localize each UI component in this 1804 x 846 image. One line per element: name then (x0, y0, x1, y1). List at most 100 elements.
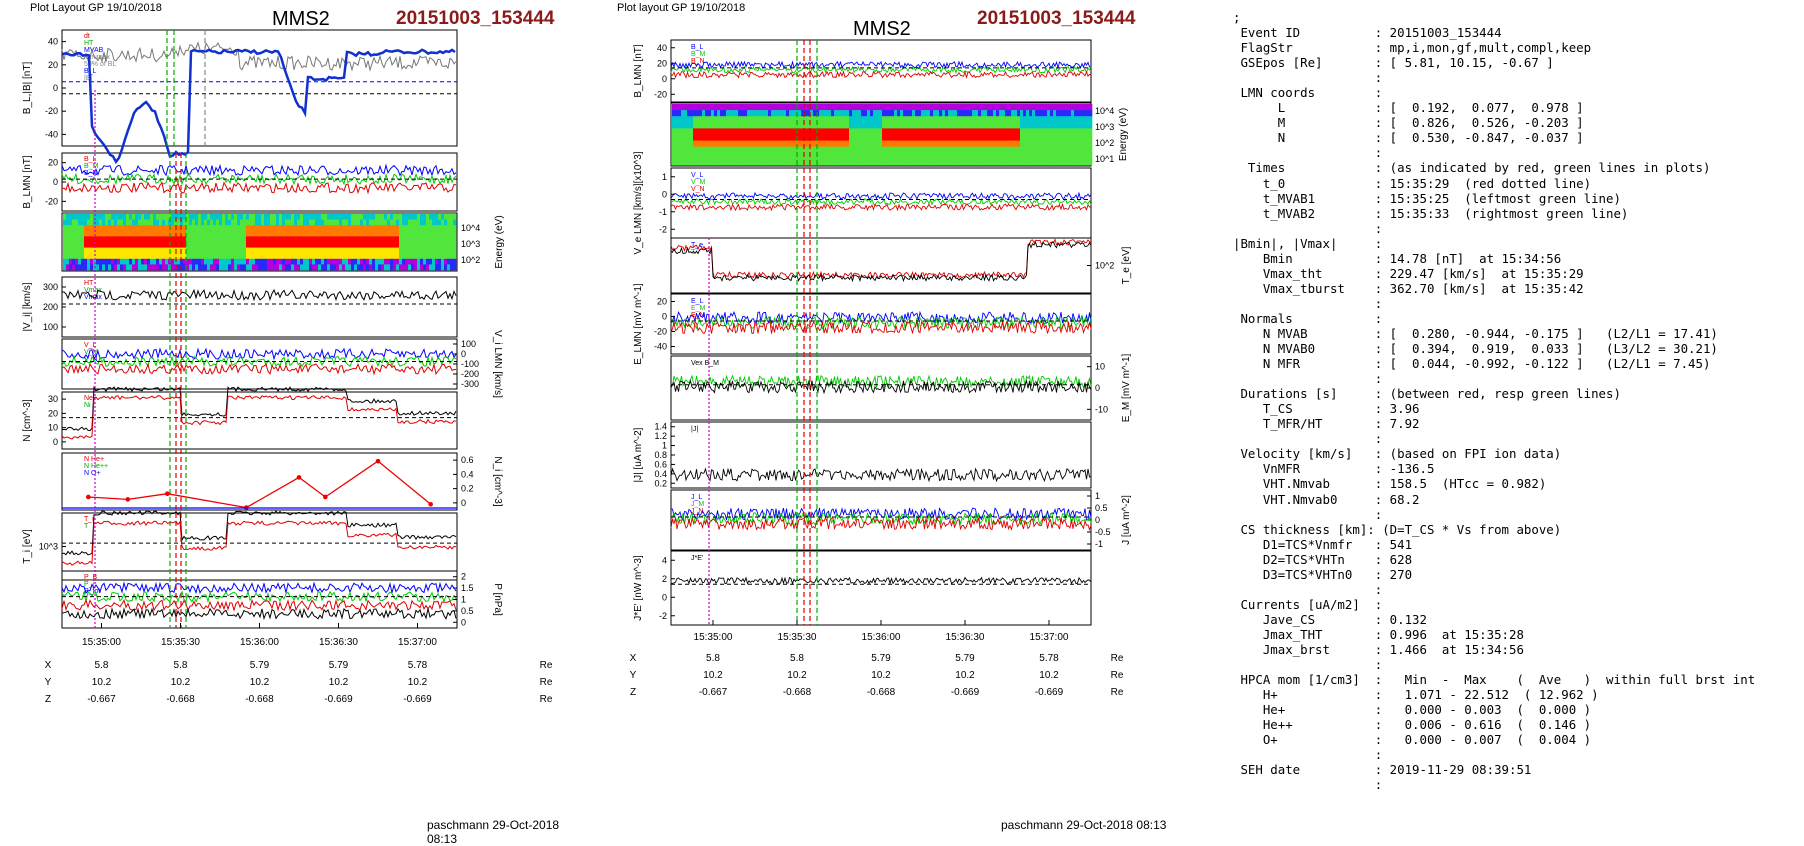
spectrogram-cell (843, 104, 847, 111)
tick-label: 10^1 (1095, 154, 1114, 164)
spectrogram-cell (1059, 140, 1063, 147)
spectrogram-cell (153, 242, 157, 248)
legend-entry: V_N (691, 186, 705, 193)
spectrogram-cell (75, 242, 79, 248)
spectrogram-cell (735, 104, 739, 111)
spectrogram-cell (408, 214, 412, 220)
spectrogram-cell (135, 247, 139, 254)
spectrogram-cell (696, 116, 700, 123)
spectrogram-cell (954, 146, 958, 154)
spectrogram-cell (444, 230, 448, 237)
tick-label: 2 (461, 572, 466, 582)
spectrogram-cell (810, 110, 814, 117)
spectrogram-cell (345, 253, 349, 260)
spectrogram-cell (1044, 110, 1048, 117)
spectrogram-cell (747, 134, 751, 141)
spectrogram-cell (354, 230, 358, 237)
spectrogram-cell (741, 158, 745, 166)
spectrogram-cell (90, 236, 94, 243)
spectrogram-cell (315, 236, 319, 243)
spectrogram-cell (138, 264, 142, 271)
spectrogram-cell (753, 104, 757, 111)
tick-label: 0.4 (461, 469, 474, 479)
spectrogram-cell (951, 128, 955, 135)
spectrogram-cell (834, 128, 838, 135)
spectrogram-cell (819, 140, 823, 147)
spectrogram-cell (1005, 116, 1009, 123)
legend-entry: E_M (691, 305, 706, 312)
spectrogram-cell (219, 219, 223, 226)
spectrogram-cell (828, 134, 832, 141)
tick-label: 10^3 (1095, 122, 1114, 132)
spectrogram-cell (1044, 146, 1048, 154)
spectrogram-cell (750, 140, 754, 147)
spectrogram-cell (870, 104, 874, 111)
spectrogram-cell (390, 242, 394, 248)
spectrogram-cell (75, 236, 79, 243)
spectrogram-cell (102, 247, 106, 254)
spectrogram-cell (672, 116, 676, 123)
spectrogram-cell (756, 152, 760, 160)
spectrogram-cell (162, 214, 166, 220)
spectrogram-cell (108, 264, 112, 271)
spectrogram-cell (795, 116, 799, 123)
spectrogram-cell (183, 230, 187, 237)
spectrogram-cell (921, 128, 925, 135)
spectrogram-cell (147, 230, 151, 237)
time-tick-label: 15:35:00 (82, 637, 121, 648)
spectrogram-cell (969, 110, 973, 117)
spectrogram-cell (783, 140, 787, 147)
spectrogram-cell (903, 134, 907, 141)
spectrogram-cell (726, 122, 730, 129)
spectrogram-cell (327, 236, 331, 243)
spectrogram-cell (69, 264, 73, 271)
spectrogram-cell (426, 219, 430, 226)
spectrogram-cell (228, 242, 232, 248)
spectrogram-cell (366, 258, 370, 265)
spectrogram-cell (792, 116, 796, 123)
spectrogram-cell (369, 219, 373, 226)
spectrogram-cell (867, 116, 871, 123)
spectrogram-cell (348, 253, 352, 260)
spectrogram-cell (216, 247, 220, 254)
spectrogram-cell (735, 152, 739, 160)
spectrogram-cell (822, 110, 826, 117)
spectrogram-cell (1050, 110, 1054, 117)
spectrogram-cell (270, 247, 274, 254)
spectrogram-cell (63, 247, 67, 254)
spectrogram-cell (438, 219, 442, 226)
spectrogram-cell (126, 225, 130, 232)
spectrogram-cell (888, 116, 892, 123)
spectrogram-cell (99, 242, 103, 248)
spectrogram-cell (693, 116, 697, 123)
spectrogram-cell (702, 122, 706, 129)
spectrogram-cell (951, 110, 955, 117)
spectrogram-cell (966, 146, 970, 154)
spectrogram-cell (822, 158, 826, 166)
spectrogram-cell (201, 247, 205, 254)
spectrogram-cell (336, 236, 340, 243)
spectrogram-cell (330, 219, 334, 226)
spectrogram-cell (915, 158, 919, 166)
spectrogram-cell (255, 253, 259, 260)
time-tick-label: 15:37:00 (1030, 632, 1069, 643)
spectrogram-cell (1011, 104, 1015, 111)
spectrogram-cell (207, 214, 211, 220)
spectrogram-cell (948, 116, 952, 123)
spectrogram-cell (405, 214, 409, 220)
spectrogram-cell (285, 253, 289, 260)
spectrogram-cell (429, 219, 433, 226)
spectrogram-cell (732, 104, 736, 111)
spectrogram-cell (72, 258, 76, 265)
spectrogram-cell (1002, 116, 1006, 123)
spectrogram-cell (885, 158, 889, 166)
spectrogram-cell (177, 242, 181, 248)
spectrogram-cell (252, 236, 256, 243)
spectrogram-cell (420, 242, 424, 248)
spectrogram-cell (78, 242, 82, 248)
spectrogram-cell (1071, 152, 1075, 160)
spectrogram-cell (159, 230, 163, 237)
spectrogram-cell (189, 225, 193, 232)
spectrogram-cell (345, 225, 349, 232)
